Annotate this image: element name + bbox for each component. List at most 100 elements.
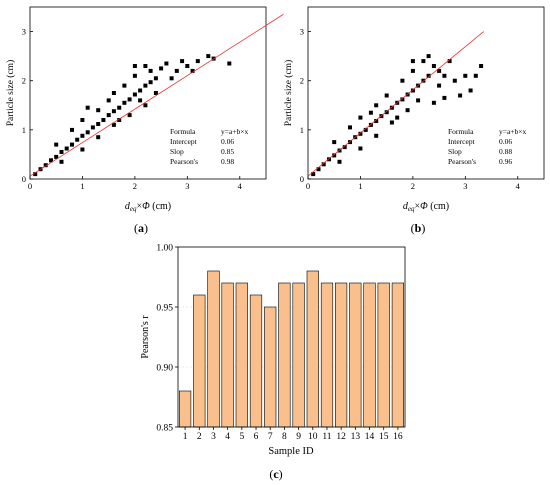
scatter-point — [389, 120, 394, 125]
fit-line-b — [307, 31, 484, 177]
bar — [320, 282, 334, 428]
y-tick-label: 0 — [22, 174, 26, 184]
scatter-point — [374, 133, 379, 138]
scatter-point — [96, 108, 101, 113]
fit-table-b: Formula y=a+b×x Intercept 0.06 Slop 0.88… — [448, 127, 527, 166]
fit-row-value-a-2: 0.85 — [221, 147, 234, 156]
y-tick-label: 3 — [22, 27, 26, 37]
y-axis-label-b: Particle size (cm) — [283, 60, 294, 126]
scatter-point — [101, 118, 106, 122]
x-tick-label: 1 — [358, 181, 362, 191]
bar-panel-c: 1 2 3 4 5 6 7 8 9 10 11 12 13 14 15 16 0.850.900.951.00… — [140, 244, 406, 481]
x-tick-label: 2 — [197, 432, 202, 442]
scatter-point — [421, 59, 426, 64]
scatter-point — [426, 54, 431, 59]
scatter-point — [106, 113, 111, 118]
bar — [306, 270, 319, 428]
scatter-point — [431, 100, 436, 105]
scatter-point — [153, 76, 158, 81]
scatter-point — [122, 83, 127, 88]
fit-row-label-b-3: Pearson's — [448, 157, 476, 166]
scatter-point — [426, 73, 431, 78]
scatter-point — [164, 61, 169, 66]
bar — [249, 294, 263, 428]
x-axis-label-c: Sample ID — [268, 446, 314, 457]
scatter-point — [185, 64, 190, 68]
scatter-point — [75, 137, 80, 142]
scatter-point — [463, 73, 468, 78]
bar — [235, 282, 248, 428]
scatter-panel-a: 0 1 2 3 4 0 1 2 3 Particle size (cm) deq×Φ (cm)… — [5, 6, 284, 235]
scatter-point — [127, 97, 132, 102]
x-tick-label: 2 — [133, 181, 137, 191]
fit-row-label-b-2: Slop — [448, 147, 462, 156]
scatter-point — [70, 127, 74, 132]
scatter-point — [80, 133, 85, 138]
fit-row-label-a-1: Intercept — [170, 137, 198, 146]
bar — [377, 282, 390, 428]
x-axis-label-b: deq×Φ (cm) — [403, 201, 449, 213]
panel-letter-c: c — [273, 467, 279, 481]
scatter-point — [195, 59, 200, 64]
fit-row-label-a-3: Pearson's — [170, 157, 198, 166]
x-tick-label: 7 — [268, 432, 273, 442]
scatter-panel-b: 0 1 2 3 4 0 1 2 3 Particle size (cm) deq×Φ (cm)… — [283, 6, 545, 235]
scatter-point — [54, 142, 59, 147]
panel-label-c: (c) — [269, 467, 282, 481]
x-tick-label: 3 — [211, 432, 216, 442]
x-tick-label: 3 — [463, 181, 467, 191]
bars-c — [179, 270, 405, 428]
y-tick-label: 0.90 — [156, 364, 173, 374]
x-tick-label: 2 — [411, 181, 415, 191]
scatter-point — [148, 68, 153, 73]
x-tick-label: 5 — [239, 432, 244, 442]
scatter-point — [43, 163, 48, 168]
scatter-marks-b — [311, 54, 484, 177]
fit-table-a: Formula y=a+b×x Intercept 0.06 Slop 0.85… — [170, 127, 249, 166]
scatter-point — [70, 142, 74, 147]
x-tick-label: 15 — [379, 432, 389, 442]
y-tick-label: 2 — [300, 76, 304, 86]
x-tick-label: 4 — [225, 432, 230, 442]
scatter-point — [143, 64, 148, 68]
fit-row-value-a-0: y=a+b×x — [221, 127, 249, 136]
scatter-point — [442, 73, 447, 78]
y-tick-label: 0.95 — [156, 304, 173, 314]
scatter-point — [80, 147, 85, 152]
x-tick-label: 0 — [306, 181, 310, 191]
x-tick-label: 0 — [28, 181, 32, 191]
scatter-point — [437, 68, 442, 73]
scatter-point — [111, 109, 116, 114]
scatter-point — [337, 159, 342, 164]
bar — [278, 282, 291, 428]
x-tick-label: 16 — [393, 432, 403, 442]
x-ticks-c: 1 2 3 4 5 6 7 8 9 10 11 12 13 14 15 16 — [183, 427, 403, 442]
scatter-point — [174, 68, 179, 73]
bar — [334, 282, 348, 428]
scatter-point — [138, 88, 143, 93]
y-tick-label: 0 — [300, 174, 304, 184]
x-tick-label: 12 — [336, 432, 346, 442]
scatter-point — [395, 115, 400, 120]
x-tick-label: 3 — [185, 181, 189, 191]
scatter-point — [332, 153, 337, 158]
scatter-point — [54, 154, 59, 159]
bar — [264, 306, 277, 428]
y-ticks-b: 0 1 2 3 — [300, 27, 311, 184]
scatter-point — [368, 110, 373, 115]
x-tick-label: 8 — [282, 432, 287, 442]
x-tick-label: 13 — [351, 432, 361, 442]
scatter-point — [59, 150, 64, 154]
y-tick-label: 1.00 — [156, 244, 173, 254]
scatter-point — [33, 172, 38, 177]
scatter-point — [468, 88, 473, 93]
scatter-point — [431, 64, 436, 68]
y-axis-label-a: Particle size (cm) — [5, 60, 16, 126]
scatter-point — [96, 122, 101, 126]
scatter-point — [143, 83, 148, 88]
fit-row-label-a-0: Formula — [170, 127, 196, 136]
panel-letter-a: a — [138, 221, 144, 235]
fit-row-label-b-0: Formula — [448, 127, 474, 136]
x-tick-label: 14 — [365, 432, 375, 442]
scatter-point — [159, 66, 164, 71]
